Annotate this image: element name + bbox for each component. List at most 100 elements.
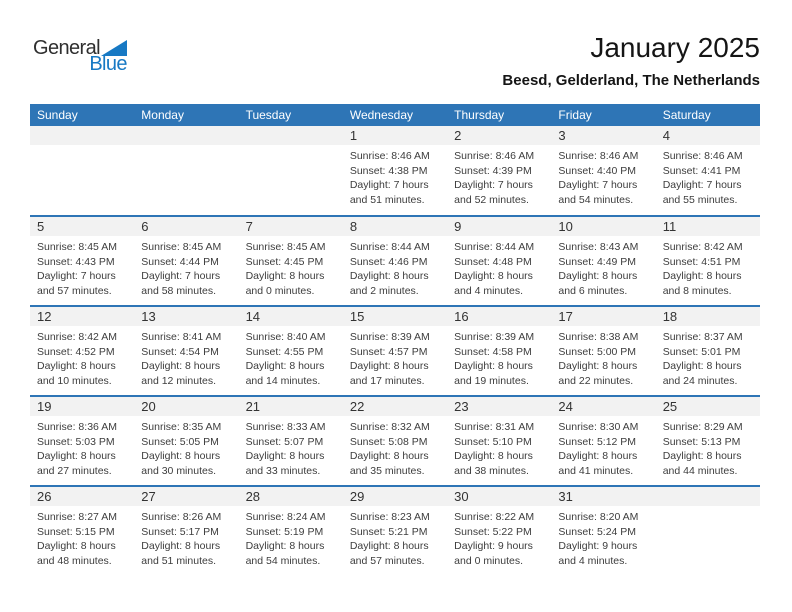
calendar-day-cell: 10 Sunrise: 8:43 AM Sunset: 4:49 PM Dayligh… xyxy=(551,217,656,305)
calendar-day-cell: 11 Sunrise: 8:42 AM Sunset: 4:51 PM Dayligh… xyxy=(655,217,760,305)
sunset-line: Sunset: 5:24 PM xyxy=(558,525,637,538)
day-info: Sunrise: 8:26 AM Sunset: 5:17 PM Daylight:… xyxy=(134,506,238,568)
logo-text-blue: Blue xyxy=(89,53,127,75)
calendar-day-cell: 29 Sunrise: 8:23 AM Sunset: 5:21 PM Dayligh… xyxy=(342,487,448,575)
sunset-line: Sunset: 5:15 PM xyxy=(37,525,115,538)
calendar-day-cell: 12 Sunrise: 8:42 AM Sunset: 4:52 PM Dayligh… xyxy=(30,307,135,395)
calendar-day-cell: 5 Sunrise: 8:45 AM Sunset: 4:43 PM Daylight… xyxy=(30,217,135,305)
sunset-line: Sunset: 5:19 PM xyxy=(245,525,324,538)
sunrise-line: Sunrise: 8:30 AM xyxy=(558,421,639,433)
day-info xyxy=(134,145,238,149)
daylight-line: Daylight: 8 hours and 44 minutes. xyxy=(662,450,742,477)
sunrise-line: Sunrise: 8:46 AM xyxy=(662,150,743,162)
daylight-line: Daylight: 8 hours and 6 minutes. xyxy=(558,270,638,297)
sunset-line: Sunset: 5:01 PM xyxy=(662,345,741,358)
calendar-day-cell: 26 Sunrise: 8:27 AM Sunset: 5:15 PM Dayligh… xyxy=(30,487,135,575)
day-info: Sunrise: 8:45 AM Sunset: 4:43 PM Daylight:… xyxy=(30,236,134,298)
sunrise-line: Sunrise: 8:27 AM xyxy=(37,511,117,523)
day-info: Sunrise: 8:31 AM Sunset: 5:10 PM Daylight:… xyxy=(447,416,551,478)
sunrise-line: Sunrise: 8:45 AM xyxy=(245,241,326,253)
sunrise-line: Sunrise: 8:46 AM xyxy=(558,150,639,162)
day-info: Sunrise: 8:35 AM Sunset: 5:05 PM Daylight:… xyxy=(134,416,238,478)
daylight-line: Daylight: 8 hours and 51 minutes. xyxy=(141,540,221,567)
calendar-empty-cell xyxy=(30,126,135,215)
calendar-week-row: 19 Sunrise: 8:36 AM Sunset: 5:03 PM Dayligh… xyxy=(30,395,760,485)
daylight-line: Daylight: 7 hours and 55 minutes. xyxy=(662,179,742,206)
day-number: 11 xyxy=(655,217,760,236)
logo-text-general: General xyxy=(33,37,101,59)
day-info: Sunrise: 8:46 AM Sunset: 4:39 PM Daylight:… xyxy=(447,145,551,207)
day-number: 20 xyxy=(134,397,239,416)
sunrise-line: Sunrise: 8:36 AM xyxy=(37,421,117,433)
day-number: 2 xyxy=(447,126,552,145)
day-number: 9 xyxy=(447,217,552,236)
calendar-day-cell: 4 Sunrise: 8:46 AM Sunset: 4:41 PM Daylight… xyxy=(655,126,760,215)
sunrise-line: Sunrise: 8:38 AM xyxy=(558,331,639,343)
sunset-line: Sunset: 5:03 PM xyxy=(37,435,115,448)
calendar-day-cell: 15 Sunrise: 8:39 AM Sunset: 4:57 PM Dayligh… xyxy=(342,307,448,395)
calendar-day-cell: 18 Sunrise: 8:37 AM Sunset: 5:01 PM Dayligh… xyxy=(655,307,760,395)
calendar-day-cell: 16 Sunrise: 8:39 AM Sunset: 4:58 PM Dayligh… xyxy=(447,307,552,395)
sunset-line: Sunset: 4:41 PM xyxy=(662,164,741,177)
day-number: 7 xyxy=(238,217,343,236)
calendar-week-row: 5 Sunrise: 8:45 AM Sunset: 4:43 PM Daylight… xyxy=(30,215,760,305)
day-info: Sunrise: 8:38 AM Sunset: 5:00 PM Daylight:… xyxy=(551,326,655,388)
sunrise-line: Sunrise: 8:42 AM xyxy=(662,241,743,253)
sunset-line: Sunset: 5:00 PM xyxy=(558,345,637,358)
sunset-line: Sunset: 4:54 PM xyxy=(141,345,219,358)
day-info: Sunrise: 8:32 AM Sunset: 5:08 PM Daylight:… xyxy=(343,416,447,478)
day-number: 31 xyxy=(551,487,656,506)
weekday-header-sunday: Sunday xyxy=(37,108,78,122)
calendar-day-cell: 25 Sunrise: 8:29 AM Sunset: 5:13 PM Dayligh… xyxy=(655,397,760,485)
daylight-line: Daylight: 8 hours and 19 minutes. xyxy=(454,360,533,387)
sunset-line: Sunset: 4:58 PM xyxy=(454,345,532,358)
sunrise-line: Sunrise: 8:43 AM xyxy=(558,241,639,253)
calendar-day-cell: 24 Sunrise: 8:30 AM Sunset: 5:12 PM Dayligh… xyxy=(551,397,656,485)
weekday-header-monday: Monday xyxy=(141,108,184,122)
sunset-line: Sunset: 4:48 PM xyxy=(454,255,532,268)
day-info: Sunrise: 8:27 AM Sunset: 5:15 PM Daylight:… xyxy=(30,506,134,568)
sunrise-line: Sunrise: 8:45 AM xyxy=(37,241,117,253)
day-number: 12 xyxy=(30,307,135,326)
day-info: Sunrise: 8:46 AM Sunset: 4:38 PM Daylight:… xyxy=(343,145,447,207)
day-info: Sunrise: 8:42 AM Sunset: 4:51 PM Daylight:… xyxy=(656,236,760,298)
sunrise-line: Sunrise: 8:44 AM xyxy=(454,241,535,253)
day-info xyxy=(30,145,134,149)
day-number: 22 xyxy=(342,397,448,416)
calendar-day-cell: 20 Sunrise: 8:35 AM Sunset: 5:05 PM Dayligh… xyxy=(134,397,239,485)
day-number: 25 xyxy=(655,397,760,416)
sunset-line: Sunset: 4:39 PM xyxy=(454,164,532,177)
sunset-line: Sunset: 5:21 PM xyxy=(349,525,428,538)
calendar-day-cell: 19 Sunrise: 8:36 AM Sunset: 5:03 PM Dayligh… xyxy=(30,397,135,485)
day-number: 1 xyxy=(342,126,448,145)
calendar-day-cell: 9 Sunrise: 8:44 AM Sunset: 4:48 PM Daylight… xyxy=(447,217,552,305)
day-info xyxy=(239,145,343,149)
day-number: 18 xyxy=(655,307,760,326)
day-number: 19 xyxy=(30,397,135,416)
daylight-line: Daylight: 8 hours and 48 minutes. xyxy=(37,540,116,567)
sunrise-line: Sunrise: 8:23 AM xyxy=(349,511,430,523)
sunset-line: Sunset: 5:22 PM xyxy=(454,525,532,538)
calendar-day-cell: 1 Sunrise: 8:46 AM Sunset: 4:38 PM Daylight… xyxy=(342,126,448,215)
daylight-line: Daylight: 8 hours and 2 minutes. xyxy=(349,270,429,297)
day-info: Sunrise: 8:33 AM Sunset: 5:07 PM Daylight:… xyxy=(239,416,343,478)
sunrise-line: Sunrise: 8:46 AM xyxy=(454,150,535,162)
daylight-line: Daylight: 8 hours and 0 minutes. xyxy=(245,270,325,297)
sunset-line: Sunset: 4:40 PM xyxy=(558,164,637,177)
sunrise-line: Sunrise: 8:39 AM xyxy=(349,331,430,343)
general-blue-logo: General Blue xyxy=(33,37,128,75)
sunset-line: Sunset: 5:17 PM xyxy=(141,525,219,538)
calendar-day-cell: 31 Sunrise: 8:20 AM Sunset: 5:24 PM Dayligh… xyxy=(551,487,656,575)
calendar-day-cell: 21 Sunrise: 8:33 AM Sunset: 5:07 PM Dayligh… xyxy=(238,397,343,485)
day-info: Sunrise: 8:42 AM Sunset: 4:52 PM Daylight:… xyxy=(30,326,134,388)
sunrise-line: Sunrise: 8:24 AM xyxy=(245,511,326,523)
calendar-empty-cell xyxy=(134,126,239,215)
day-info: Sunrise: 8:44 AM Sunset: 4:46 PM Daylight:… xyxy=(343,236,447,298)
daylight-line: Daylight: 8 hours and 57 minutes. xyxy=(349,540,429,567)
calendar-day-cell: 2 Sunrise: 8:46 AM Sunset: 4:39 PM Daylight… xyxy=(447,126,552,215)
daylight-line: Daylight: 8 hours and 30 minutes. xyxy=(141,450,221,477)
daylight-line: Daylight: 8 hours and 27 minutes. xyxy=(37,450,116,477)
day-info: Sunrise: 8:30 AM Sunset: 5:12 PM Daylight:… xyxy=(551,416,655,478)
daylight-line: Daylight: 9 hours and 0 minutes. xyxy=(454,540,533,567)
sunset-line: Sunset: 4:45 PM xyxy=(245,255,324,268)
